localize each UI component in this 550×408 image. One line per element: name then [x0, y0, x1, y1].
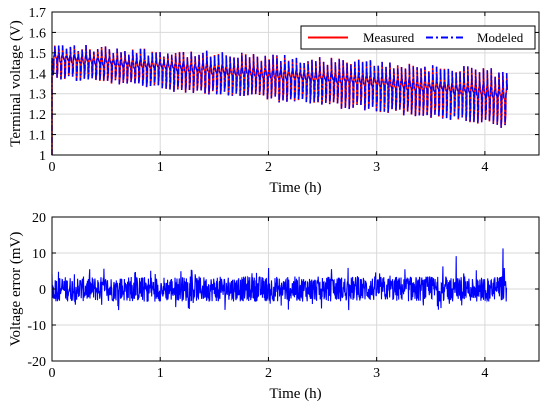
voltage-plot-frame	[51, 11, 540, 156]
voltage-lines	[51, 44, 508, 155]
voltage-ticks: 0 1 2 3 411.11.21.31.41.51.61.7	[29, 6, 539, 175]
voltage-y-axis-label: Terminal voltage (V)	[8, 20, 24, 146]
y-tick-label: 1.7	[29, 6, 47, 21]
x-tick-label: 1	[157, 160, 164, 175]
voltage-legend: Measured Modeled	[300, 25, 536, 50]
series-line-modeled	[51, 44, 508, 155]
x-tick-label: 3	[373, 366, 380, 381]
y-tick-label: 1.3	[29, 88, 47, 103]
y-tick-label: -10	[27, 319, 46, 334]
y-tick-label: -20	[27, 355, 46, 370]
x-tick-label: 2	[265, 160, 272, 175]
y-tick-label: 1.6	[29, 26, 47, 41]
voltage-x-axis-label: Time (h)	[269, 180, 321, 196]
legend-box	[300, 25, 536, 50]
error-y-axis-label: Voltage error (mV)	[8, 232, 24, 347]
x-tick-label: 1	[157, 366, 164, 381]
x-tick-label: 0	[49, 366, 56, 381]
error-lines	[51, 248, 508, 311]
x-tick-label: 4	[481, 366, 488, 381]
error-ticks: 0 1 2 3 4 -20 -10 0 10 20	[27, 211, 539, 381]
y-tick-label: 1.2	[29, 108, 47, 123]
series-line-voltage-error	[51, 248, 508, 311]
y-tick-label: 1.5	[29, 47, 47, 62]
voltage-panel: 0 1 2 3 411.11.21.31.41.51.61.7 Time (h) Ter…	[8, 6, 540, 196]
y-tick-label: 20	[32, 211, 46, 226]
y-tick-label: 10	[32, 247, 46, 262]
y-tick-label: 0	[39, 283, 46, 298]
x-tick-label: 4	[481, 160, 488, 175]
legend-label-measured: Measured	[363, 30, 415, 45]
y-tick-label: 1	[39, 149, 46, 164]
error-x-axis-label: Time (h)	[269, 386, 321, 402]
y-tick-label: 1.4	[29, 67, 47, 82]
x-tick-label: 2	[265, 366, 272, 381]
y-tick-label: 1.1	[29, 129, 47, 144]
error-panel: 0 1 2 3 4 -20 -10 0 10 20 Time (h) Voltage error …	[8, 211, 540, 402]
x-tick-label: 0	[49, 160, 56, 175]
legend-label-modeled: Modeled	[477, 30, 524, 45]
x-tick-label: 3	[373, 160, 380, 175]
